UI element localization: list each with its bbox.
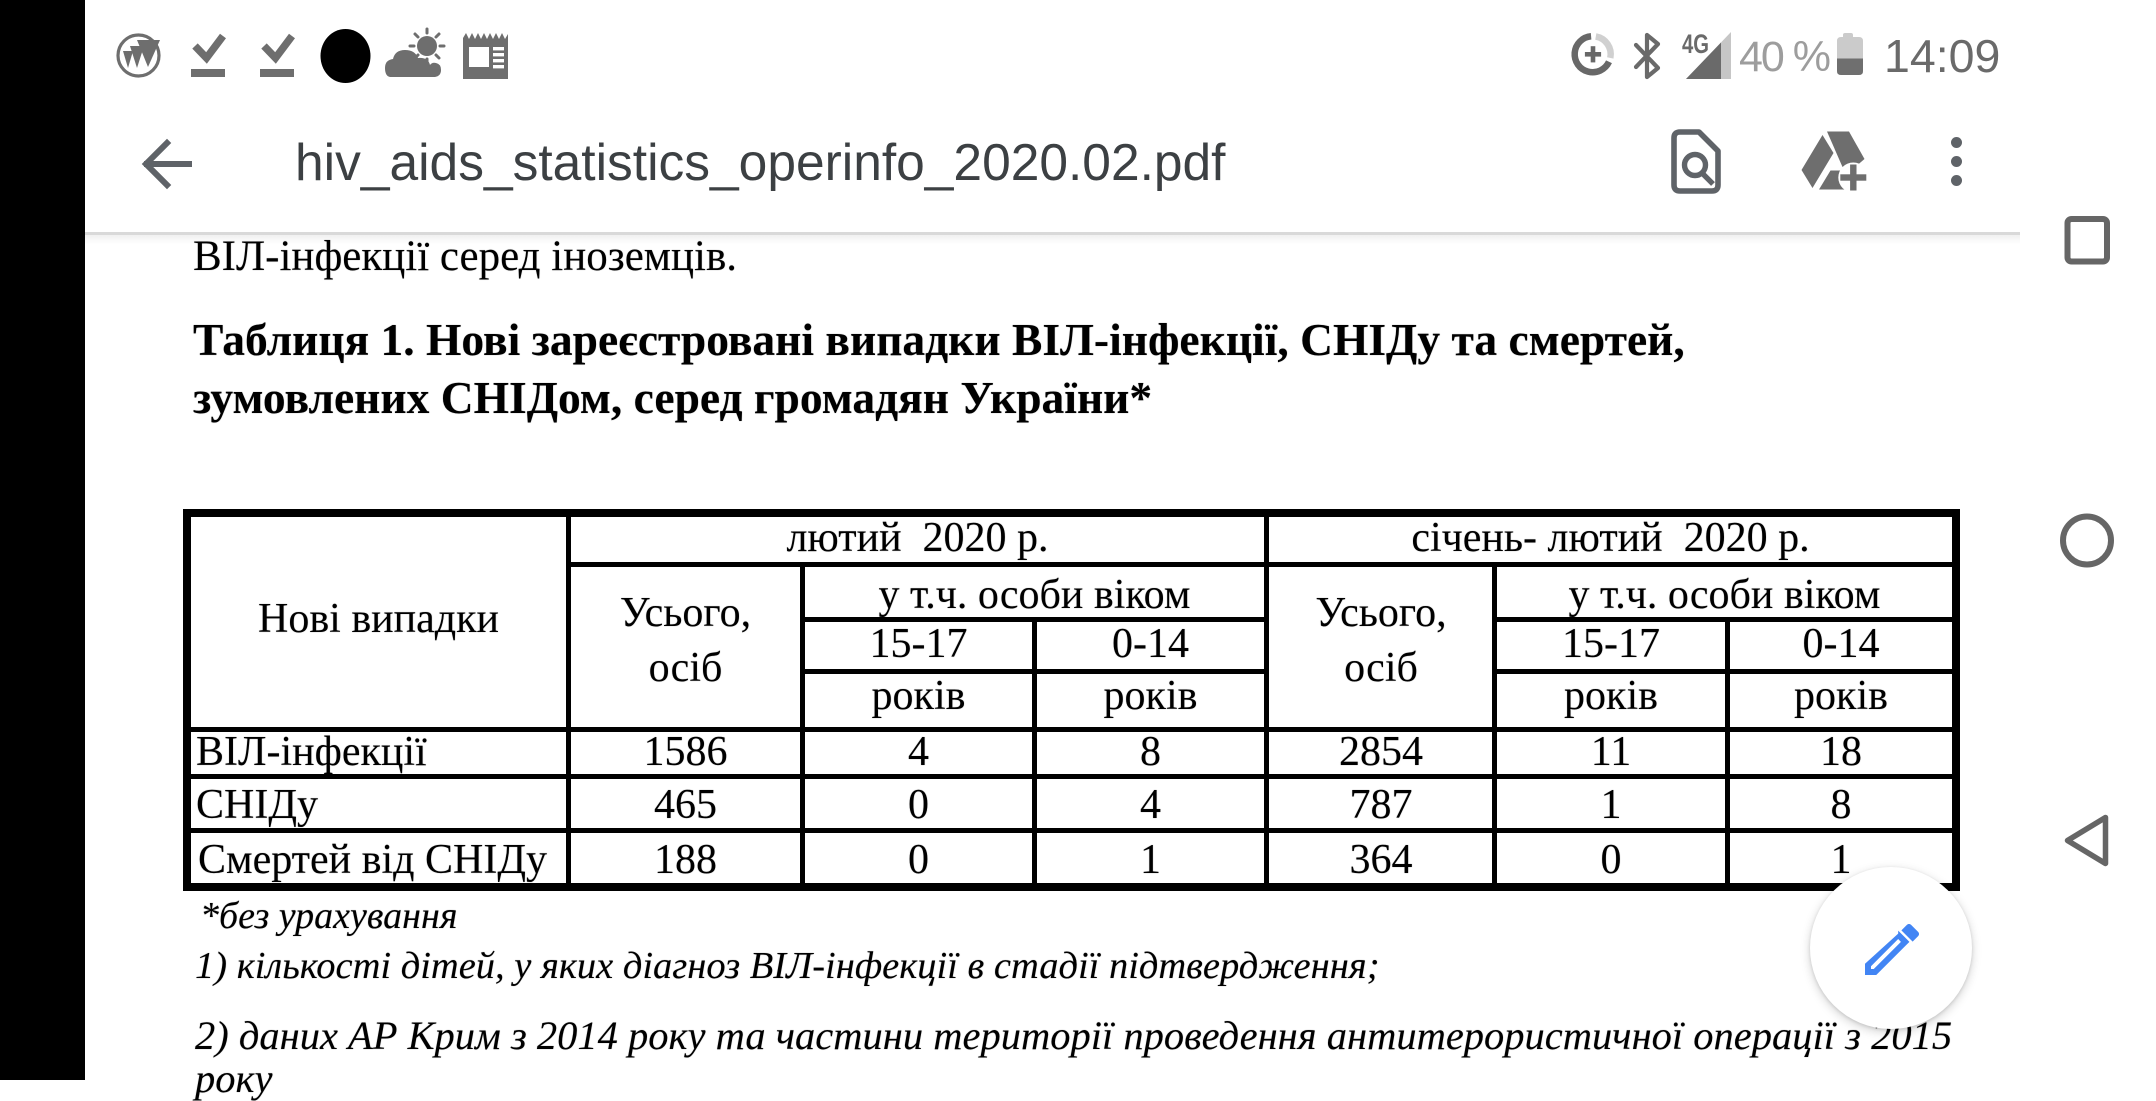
svg-text:4G: 4G xyxy=(1682,29,1709,59)
